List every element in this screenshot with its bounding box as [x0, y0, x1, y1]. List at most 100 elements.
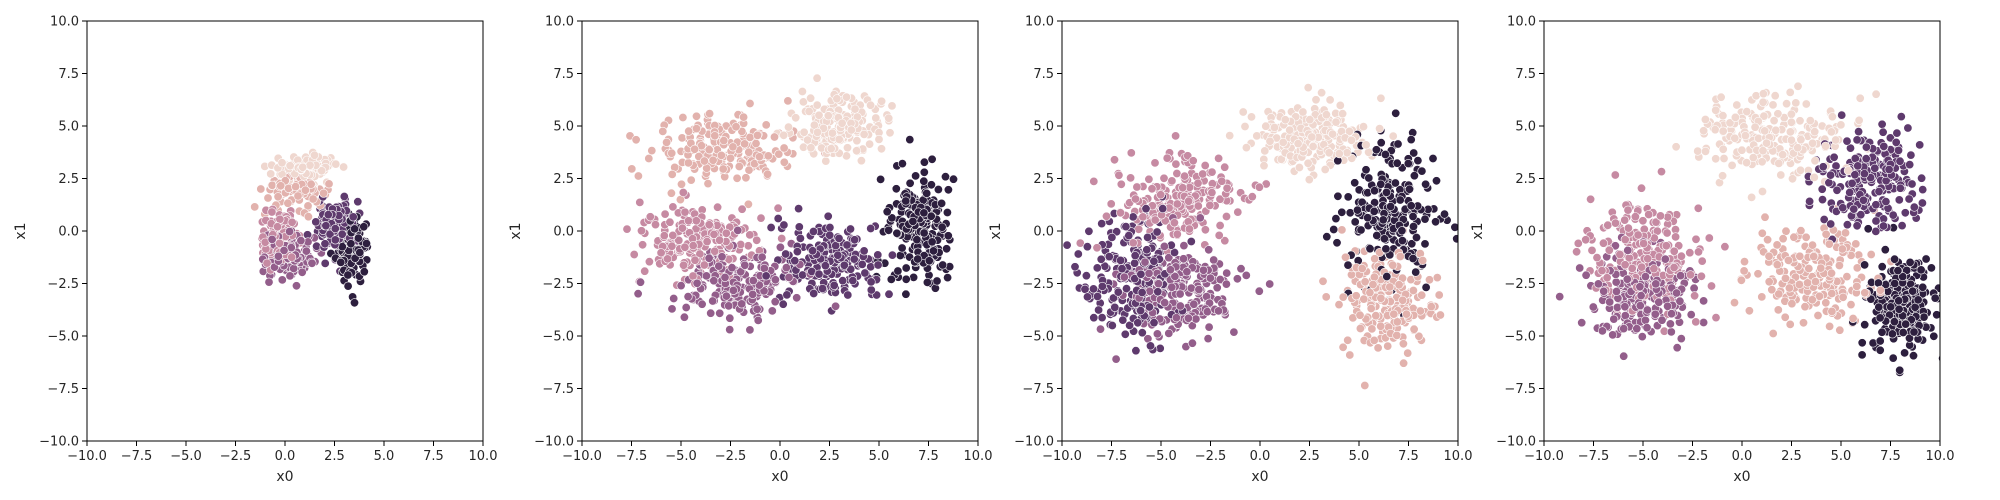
data-point: [1128, 212, 1138, 222]
data-point: [1102, 211, 1112, 221]
data-point: [1740, 131, 1750, 141]
data-point: [1338, 292, 1348, 302]
data-point: [1886, 302, 1896, 312]
data-point: [1727, 160, 1737, 170]
x-tick-label: −2.5: [715, 449, 747, 464]
data-point: [1782, 99, 1792, 109]
scatter-panel-2: −10.0 −7.5 −5.0 −2.5 0.0 2.5 5.0 7.5 10.0−10.0−7…: [508, 15, 992, 486]
x-tick-label: 0.0: [275, 449, 296, 464]
data-point: [1638, 216, 1648, 226]
data-point: [737, 126, 747, 136]
data-point: [679, 260, 689, 270]
data-point: [676, 281, 686, 291]
data-point: [1821, 229, 1831, 239]
data-point: [783, 122, 793, 132]
points-group: [622, 73, 958, 335]
data-point: [1586, 194, 1596, 204]
data-point: [843, 290, 853, 300]
data-point: [631, 135, 641, 145]
data-point: [1592, 253, 1602, 263]
data-point: [1149, 318, 1159, 328]
data-point: [1113, 287, 1123, 297]
data-point: [1753, 269, 1763, 279]
data-point: [781, 249, 791, 259]
data-point: [1265, 279, 1275, 289]
data-point: [1412, 233, 1422, 243]
data-point: [748, 276, 758, 286]
data-point: [1294, 163, 1304, 173]
data-point: [812, 100, 822, 110]
data-point: [1186, 237, 1196, 247]
data-point: [1169, 218, 1179, 228]
data-point: [709, 229, 719, 239]
data-point: [1694, 247, 1704, 257]
data-point: [696, 141, 706, 151]
data-point: [1612, 302, 1622, 312]
data-point: [1371, 145, 1381, 155]
data-point: [1877, 262, 1887, 272]
data-point: [353, 233, 363, 243]
data-point: [1774, 289, 1784, 299]
data-point: [1345, 350, 1355, 360]
data-point: [667, 304, 677, 314]
data-point: [1799, 318, 1809, 328]
y-tick-label: 10.0: [1025, 15, 1054, 30]
data-point: [1641, 272, 1651, 282]
data-point: [833, 250, 843, 260]
x-tick-label: 2.5: [1299, 449, 1320, 464]
data-point: [753, 315, 763, 325]
data-point: [857, 259, 867, 269]
data-point: [1907, 179, 1917, 189]
x-tick-label: 5.0: [869, 449, 890, 464]
data-point: [919, 157, 929, 167]
data-point: [884, 289, 894, 299]
data-point: [1808, 138, 1818, 148]
data-point: [1793, 143, 1803, 153]
data-point: [1809, 172, 1819, 182]
data-point: [766, 223, 776, 233]
data-point: [1881, 197, 1891, 207]
data-point: [1379, 234, 1389, 244]
data-point: [1096, 324, 1106, 334]
data-point: [1818, 195, 1828, 205]
data-point: [1370, 254, 1380, 264]
data-point: [1780, 312, 1790, 322]
data-point: [667, 148, 677, 158]
data-point: [803, 135, 813, 145]
data-point: [1212, 283, 1222, 293]
data-point: [1158, 204, 1168, 214]
data-point: [1137, 328, 1147, 338]
data-point: [1781, 273, 1791, 283]
data-point: [865, 139, 875, 149]
data-point: [1368, 279, 1378, 289]
data-point: [852, 136, 862, 146]
data-point: [1276, 154, 1286, 164]
data-point: [1771, 125, 1781, 135]
data-point: [1205, 200, 1215, 210]
data-point: [1863, 224, 1873, 234]
data-point: [876, 144, 886, 154]
data-point: [717, 252, 727, 262]
y-tick-label: 0.0: [1033, 225, 1054, 240]
scatter-panel-3: −10.0 −7.5 −5.0 −2.5 0.0 2.5 5.0 7.5 10.0−10.0−7…: [988, 15, 1472, 486]
data-point: [886, 274, 896, 284]
data-point: [834, 233, 844, 243]
data-point: [1620, 302, 1630, 312]
data-point: [799, 127, 809, 137]
data-point: [1909, 327, 1919, 337]
data-point: [1676, 334, 1686, 344]
data-point: [1152, 329, 1162, 339]
data-point: [1776, 170, 1786, 180]
data-point: [662, 137, 672, 147]
data-point: [1768, 100, 1778, 110]
data-point: [1572, 247, 1582, 257]
data-point: [943, 185, 953, 195]
data-point: [1860, 288, 1870, 298]
data-point: [1215, 221, 1225, 231]
data-point: [300, 185, 310, 195]
data-point: [1337, 225, 1347, 235]
data-point: [1236, 264, 1246, 274]
data-point: [1610, 170, 1620, 180]
data-point: [871, 113, 881, 123]
data-point: [303, 212, 313, 222]
